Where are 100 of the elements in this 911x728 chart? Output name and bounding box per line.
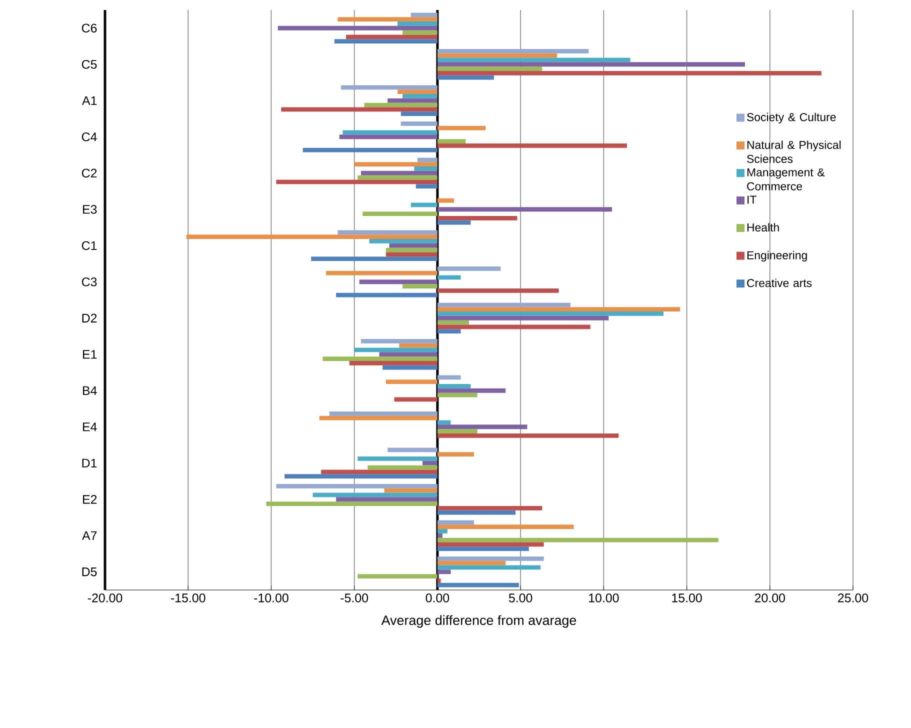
bar [382,365,438,370]
bar [322,356,438,361]
bar [437,143,627,148]
x-tick-label: 15.00 [672,594,702,602]
bar [437,220,471,225]
x-tick-label: -15.00 [171,594,206,602]
bar [437,384,471,388]
y-tick-label: E2 [83,495,97,504]
bar [437,560,506,566]
bar [437,198,454,203]
bar [398,90,438,94]
bar [394,397,438,402]
bar [437,139,466,144]
bar [400,112,438,116]
bar [346,34,438,40]
bar [437,578,441,583]
bar [402,284,438,288]
bar [388,98,438,103]
x-tick-label: 10.00 [589,594,619,602]
bar [437,266,501,271]
bar [437,62,745,67]
bar [437,529,448,534]
y-tick-label: E4 [83,422,97,432]
legend-label: Health [747,223,779,232]
bar [400,121,438,126]
bar [358,456,438,461]
bar [389,243,438,248]
x-tick-label: 5.00 [508,594,532,602]
bar [321,470,438,474]
bar [437,324,590,330]
x-tick-label: 25.00 [838,594,868,602]
bar [312,492,438,498]
bar [437,433,619,438]
bar [437,570,451,574]
y-tick-label: C6 [82,24,97,33]
legend-label: Natural & Physical Sciences [747,140,841,163]
bar [437,320,470,325]
bar [437,510,516,515]
bar [437,546,529,552]
bar [276,484,438,488]
legend-label: Society & Culture [747,112,836,124]
bar [339,134,438,140]
bar [437,538,718,542]
bar [437,216,518,220]
y-tick-label: D5 [82,568,97,576]
y-tick-label: C5 [82,60,97,69]
bar [276,180,438,184]
bar [386,248,438,252]
bar [416,184,438,189]
bar [329,411,438,416]
bar [437,375,461,380]
bar [437,316,609,320]
bar [384,488,438,493]
bar [386,252,438,257]
y-tick-label: D2 [82,314,97,322]
legend-label: Engineering [747,250,807,262]
bar [437,66,542,71]
y-tick-label: A7 [82,531,97,540]
x-axis-title: Average difference from avarage [381,615,576,628]
bar [437,542,544,547]
bar [437,70,822,76]
bar [437,275,461,280]
bar [437,429,478,434]
bar [364,102,438,108]
y-tick-label: E1 [83,350,97,359]
bar [354,162,438,167]
bar [398,22,438,26]
bar [368,465,438,470]
x-tick-label: 20.00 [754,594,785,602]
bar [437,207,612,212]
bar [414,166,438,171]
y-tick-label: C2 [82,168,97,178]
bar [437,392,478,398]
bar [379,352,438,357]
bar [360,170,438,176]
bar [341,85,438,90]
x-tick-label: -20.00 [88,594,122,602]
bar [437,452,474,457]
x-tick-label: 0.00 [426,594,450,602]
bar [437,329,461,334]
y-tick-label: A1 [82,96,97,105]
bar [338,230,438,235]
bar [362,212,438,216]
bar [358,574,438,578]
bar [278,26,438,30]
bar [437,126,486,130]
bar [302,148,438,152]
bar [437,58,630,62]
x-tick-label: -5.00 [340,594,368,602]
bar [360,338,438,344]
bar [437,556,544,561]
bar [326,270,438,276]
bar [319,416,438,420]
bar [437,524,574,530]
bar [388,448,438,452]
y-tick-label: D1 [82,458,97,468]
bar [437,506,542,510]
bar [266,502,438,506]
bar [437,307,680,312]
bar [437,520,474,525]
